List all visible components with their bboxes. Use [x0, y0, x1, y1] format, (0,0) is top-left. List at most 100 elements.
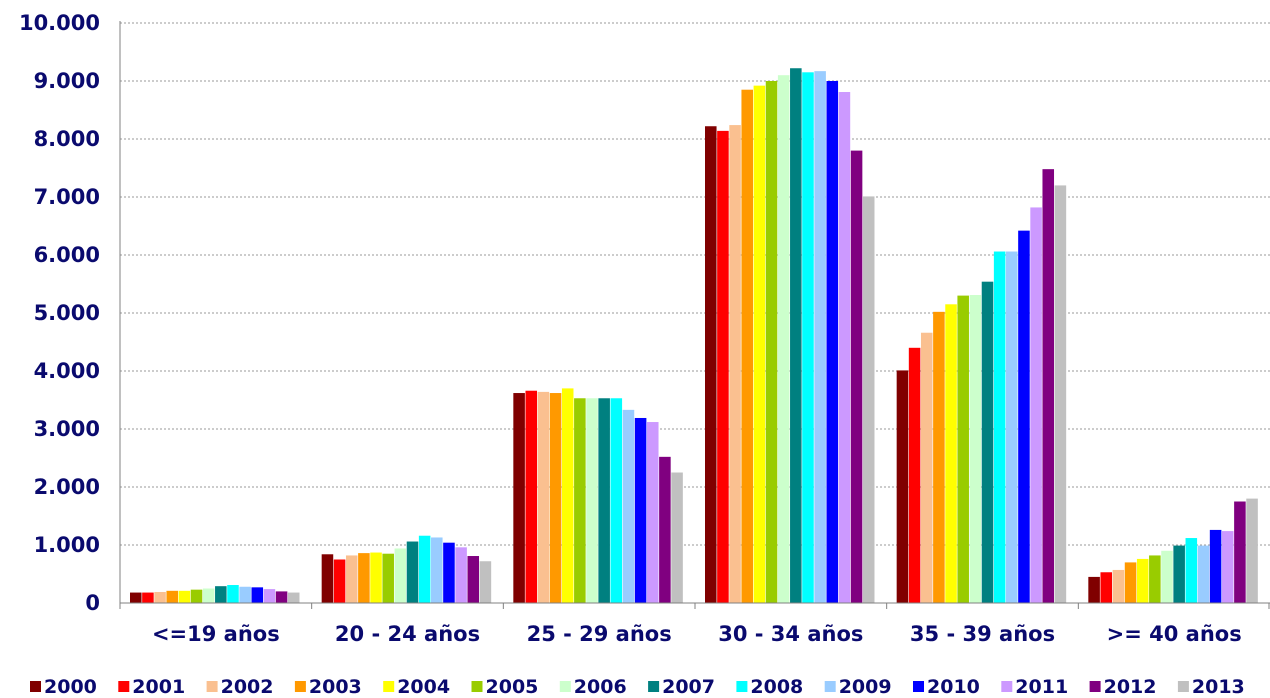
legend-label: 2009 — [839, 676, 892, 698]
bar — [1030, 207, 1042, 603]
bar — [622, 409, 635, 603]
bar — [537, 391, 550, 603]
legend-label: 2011 — [1015, 676, 1068, 698]
x-tick-label: 35 - 39 años — [910, 622, 1055, 646]
bar — [287, 592, 300, 603]
y-tick-label: 1.000 — [34, 533, 100, 557]
bar — [945, 304, 957, 603]
legend-item: 2001 — [118, 676, 185, 698]
bar — [358, 553, 370, 603]
legend-label: 2004 — [397, 676, 450, 698]
legend-item: 2007 — [648, 676, 715, 698]
bar — [1209, 529, 1222, 603]
bar — [933, 311, 945, 603]
bar — [227, 585, 239, 603]
bar — [598, 398, 610, 603]
bar — [717, 130, 729, 603]
legend-label: 2012 — [1104, 676, 1157, 698]
bar — [370, 552, 382, 603]
legend-label: 2010 — [927, 676, 980, 698]
legend-swatch — [383, 681, 395, 692]
bar — [741, 89, 753, 603]
bar — [561, 388, 574, 603]
bar — [969, 295, 982, 603]
bar — [406, 541, 419, 603]
legend-label: 2002 — [221, 676, 274, 698]
legend-item: 2010 — [913, 676, 980, 698]
bar — [981, 281, 994, 603]
legend-item: 2004 — [383, 676, 450, 698]
legend-item: 2000 — [30, 676, 97, 698]
bar — [239, 586, 251, 603]
y-tick-label: 3.000 — [34, 417, 100, 441]
x-tick-label: <=19 años — [152, 622, 280, 646]
bar — [382, 553, 394, 603]
legend-label: 2007 — [662, 676, 715, 698]
bar — [777, 75, 790, 603]
bar — [862, 196, 875, 604]
bar — [814, 71, 826, 603]
y-tick-label: 2.000 — [34, 475, 100, 499]
legend-item: 2009 — [824, 676, 892, 698]
y-tick-label: 7.000 — [34, 185, 100, 209]
legend-swatch — [913, 681, 924, 692]
legend-label: 2000 — [44, 676, 97, 698]
bar — [202, 588, 215, 603]
bars — [130, 68, 1258, 604]
bar — [479, 561, 492, 603]
bar — [418, 535, 431, 603]
bar — [154, 591, 166, 603]
bar — [178, 590, 191, 603]
x-tick-label: 20 - 24 años — [335, 622, 480, 646]
y-tick-label: 4.000 — [34, 359, 100, 383]
bar — [1112, 569, 1125, 603]
legend-swatch — [1177, 681, 1189, 692]
bar — [634, 417, 647, 603]
bar — [908, 347, 921, 603]
bar — [1161, 550, 1173, 603]
legend-item: 2006 — [559, 676, 627, 698]
bar — [753, 85, 766, 603]
bar — [586, 398, 598, 603]
bar — [549, 393, 562, 603]
bar — [1124, 562, 1137, 603]
bar — [513, 393, 525, 603]
bar — [251, 587, 264, 603]
legend-item: 2011 — [1001, 676, 1068, 698]
legend: 2000 2001 2002 2003 2004 2005 2006 2007 2008 2009… — [30, 676, 1245, 698]
legend-swatch — [206, 681, 218, 692]
bar — [993, 251, 1006, 603]
bar — [1197, 545, 1210, 603]
bar — [610, 398, 623, 603]
bar — [215, 586, 227, 603]
bar — [765, 81, 778, 603]
legend-item: 2005 — [471, 676, 538, 698]
bar — [790, 68, 802, 604]
y-tick-label: 6.000 — [34, 243, 100, 267]
bar — [1006, 251, 1018, 603]
bar — [321, 554, 334, 603]
legend-swatch — [1001, 681, 1013, 692]
legend-swatch — [30, 681, 41, 692]
bar — [1042, 169, 1055, 603]
bar — [838, 92, 851, 604]
bar — [130, 592, 142, 603]
bar — [190, 589, 203, 603]
legend-swatch — [736, 681, 748, 692]
legend-item: 2013 — [1177, 676, 1245, 698]
bar — [455, 547, 467, 603]
legend-label: 2008 — [750, 676, 803, 698]
y-tick-label: 0 — [85, 591, 100, 615]
legend-label: 2013 — [1192, 676, 1245, 698]
bar — [394, 548, 407, 603]
legend-swatch — [824, 681, 836, 692]
bar — [1149, 555, 1161, 603]
bar — [729, 125, 741, 603]
legend-swatch — [559, 681, 571, 692]
bar — [574, 398, 586, 603]
bar — [659, 456, 671, 603]
bar — [467, 556, 480, 603]
bar — [1088, 576, 1100, 603]
legend-label: 2006 — [574, 676, 627, 698]
